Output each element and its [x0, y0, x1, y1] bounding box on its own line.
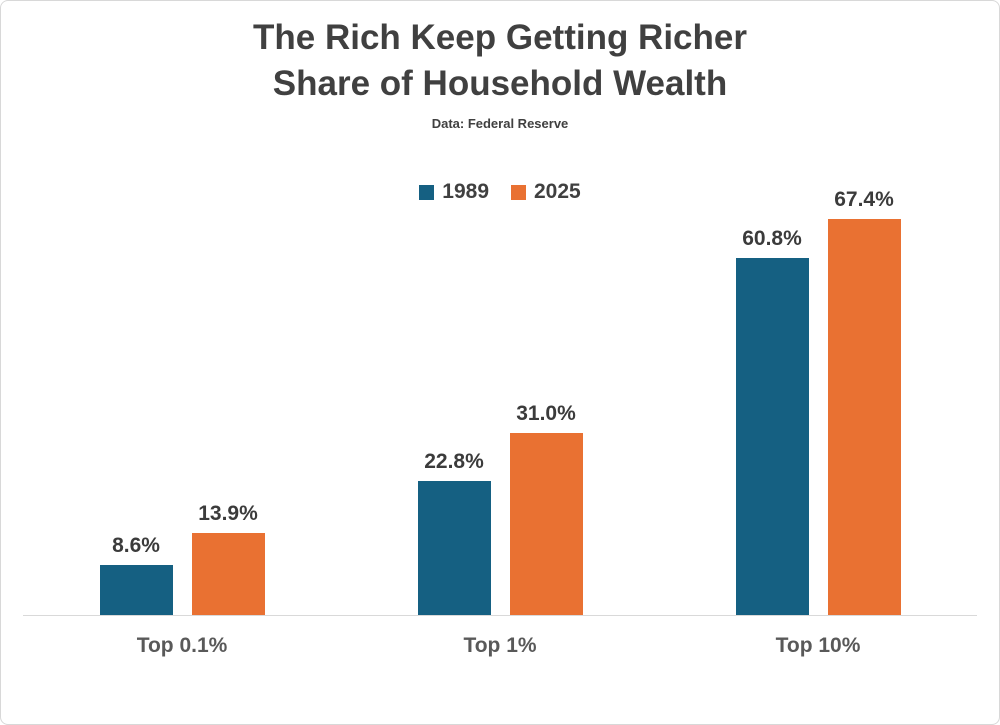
- bar-group-top-10: 60.8% 67.4%: [659, 188, 977, 615]
- category-axis: Top 0.1% Top 1% Top 10%: [23, 634, 977, 658]
- chart-title-block: The Rich Keep Getting Richer Share of Ho…: [1, 15, 999, 131]
- bar-2025-top-10: [827, 219, 901, 615]
- bar-value-label: 22.8%: [424, 450, 484, 473]
- bar-1989-top-10: [735, 258, 809, 615]
- legend-item-1989: 1989: [419, 180, 489, 204]
- bar-group-top-1: 22.8% 31.0%: [341, 402, 659, 615]
- bar-value-label: 67.4%: [834, 188, 894, 211]
- legend-swatch-2025-icon: [511, 184, 526, 200]
- plot-area: 8.6% 13.9% 22.8% 31.0% 60.8% 67.4%: [23, 166, 977, 616]
- legend-item-2025: 2025: [511, 180, 581, 204]
- category-label-top-10: Top 10%: [775, 634, 861, 657]
- bar-value-label: 13.9%: [198, 502, 258, 525]
- legend-label-2025: 2025: [534, 180, 581, 203]
- bar-wrap-2025-top-10: 67.4%: [827, 188, 901, 615]
- bar-1989-top-0.1: [99, 565, 173, 615]
- bar-wrap-1989-top-1: 22.8%: [417, 450, 491, 615]
- bar-2025-top-0.1: [191, 533, 265, 615]
- bar-wrap-1989-top-10: 60.8%: [735, 227, 809, 615]
- bar-value-label: 60.8%: [742, 227, 802, 250]
- category-label-top-1: Top 1%: [463, 634, 537, 657]
- chart-title-line-2: Share of Household Wealth: [272, 64, 728, 103]
- bar-value-label: 8.6%: [112, 534, 160, 557]
- bar-wrap-2025-top-1: 31.0%: [509, 402, 583, 615]
- bar-group-top-0.1: 8.6% 13.9%: [23, 502, 341, 615]
- bar-wrap-1989-top-0.1: 8.6%: [99, 534, 173, 615]
- chart-legend: 1989 2025: [1, 180, 999, 204]
- category-label-top-0.1: Top 0.1%: [136, 634, 228, 657]
- bar-wrap-2025-top-0.1: 13.9%: [191, 502, 265, 615]
- chart-source-note: Data: Federal Reserve: [431, 116, 569, 131]
- bar-2025-top-1: [509, 433, 583, 615]
- legend-label-1989: 1989: [442, 180, 489, 203]
- chart-title-line-1: The Rich Keep Getting Richer: [253, 18, 747, 57]
- bar-value-label: 31.0%: [516, 402, 576, 425]
- bar-1989-top-1: [417, 481, 491, 615]
- legend-swatch-1989-icon: [419, 184, 435, 200]
